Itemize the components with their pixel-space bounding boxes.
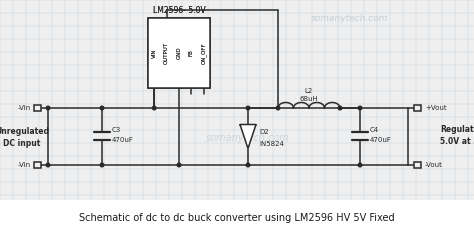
Text: FB: FB [189, 50, 194, 56]
Bar [35, 105, 42, 111]
Circle shape [46, 163, 50, 167]
Text: VIN: VIN [152, 48, 157, 58]
Circle shape [338, 106, 342, 110]
Bar [414, 105, 421, 111]
Circle shape [246, 163, 250, 167]
Circle shape [358, 163, 362, 167]
Text: 470uF: 470uF [370, 137, 392, 142]
Bar [148, 18, 210, 88]
Text: Unregulated: Unregulated [0, 127, 49, 136]
Polygon shape [240, 124, 256, 149]
Text: DC input: DC input [3, 139, 41, 148]
Bar [414, 162, 421, 168]
Text: 68uH: 68uH [300, 96, 319, 102]
Text: FB: FB [189, 50, 194, 56]
Bar [0, 200, 474, 237]
Text: C4: C4 [370, 127, 379, 132]
Circle shape [153, 106, 156, 110]
Text: -Vin: -Vin [18, 162, 31, 168]
Text: 470uF: 470uF [112, 137, 134, 142]
Text: VIN: VIN [152, 48, 157, 58]
Text: Regulated: Regulated [440, 125, 474, 134]
Circle shape [177, 163, 181, 167]
Circle shape [46, 106, 50, 110]
Circle shape [100, 163, 104, 167]
Text: -Vin: -Vin [18, 105, 31, 111]
Text: OUTPUT: OUTPUT [164, 42, 169, 64]
Text: somanytech.com: somanytech.com [206, 133, 290, 143]
Text: GND: GND [176, 47, 182, 59]
Bar [35, 162, 42, 168]
Text: +Vout: +Vout [425, 105, 447, 111]
Text: L2: L2 [305, 88, 313, 94]
Circle shape [246, 106, 250, 110]
Text: LM2596- 5.0V: LM2596- 5.0V [153, 6, 205, 15]
Text: C3: C3 [112, 127, 121, 132]
Text: IN5824: IN5824 [259, 141, 284, 146]
Text: -Vout: -Vout [425, 162, 443, 168]
Text: GND: GND [176, 47, 182, 59]
Circle shape [100, 106, 104, 110]
Text: somanytech.com: somanytech.com [311, 14, 389, 23]
Circle shape [358, 106, 362, 110]
Text: ON_OFF: ON_OFF [201, 42, 207, 64]
Text: OUTPUT: OUTPUT [164, 42, 169, 64]
Text: ON_OFF: ON_OFF [201, 42, 207, 64]
Text: D2: D2 [259, 129, 269, 136]
Text: Schematic of dc to dc buck converter using LM2596 HV 5V Fixed: Schematic of dc to dc buck converter usi… [79, 213, 395, 223]
Bar [148, 18, 210, 88]
Text: 5.0V at 3A Load: 5.0V at 3A Load [440, 137, 474, 146]
Circle shape [276, 106, 280, 110]
Text: LM2596- 5.0V: LM2596- 5.0V [153, 6, 205, 15]
